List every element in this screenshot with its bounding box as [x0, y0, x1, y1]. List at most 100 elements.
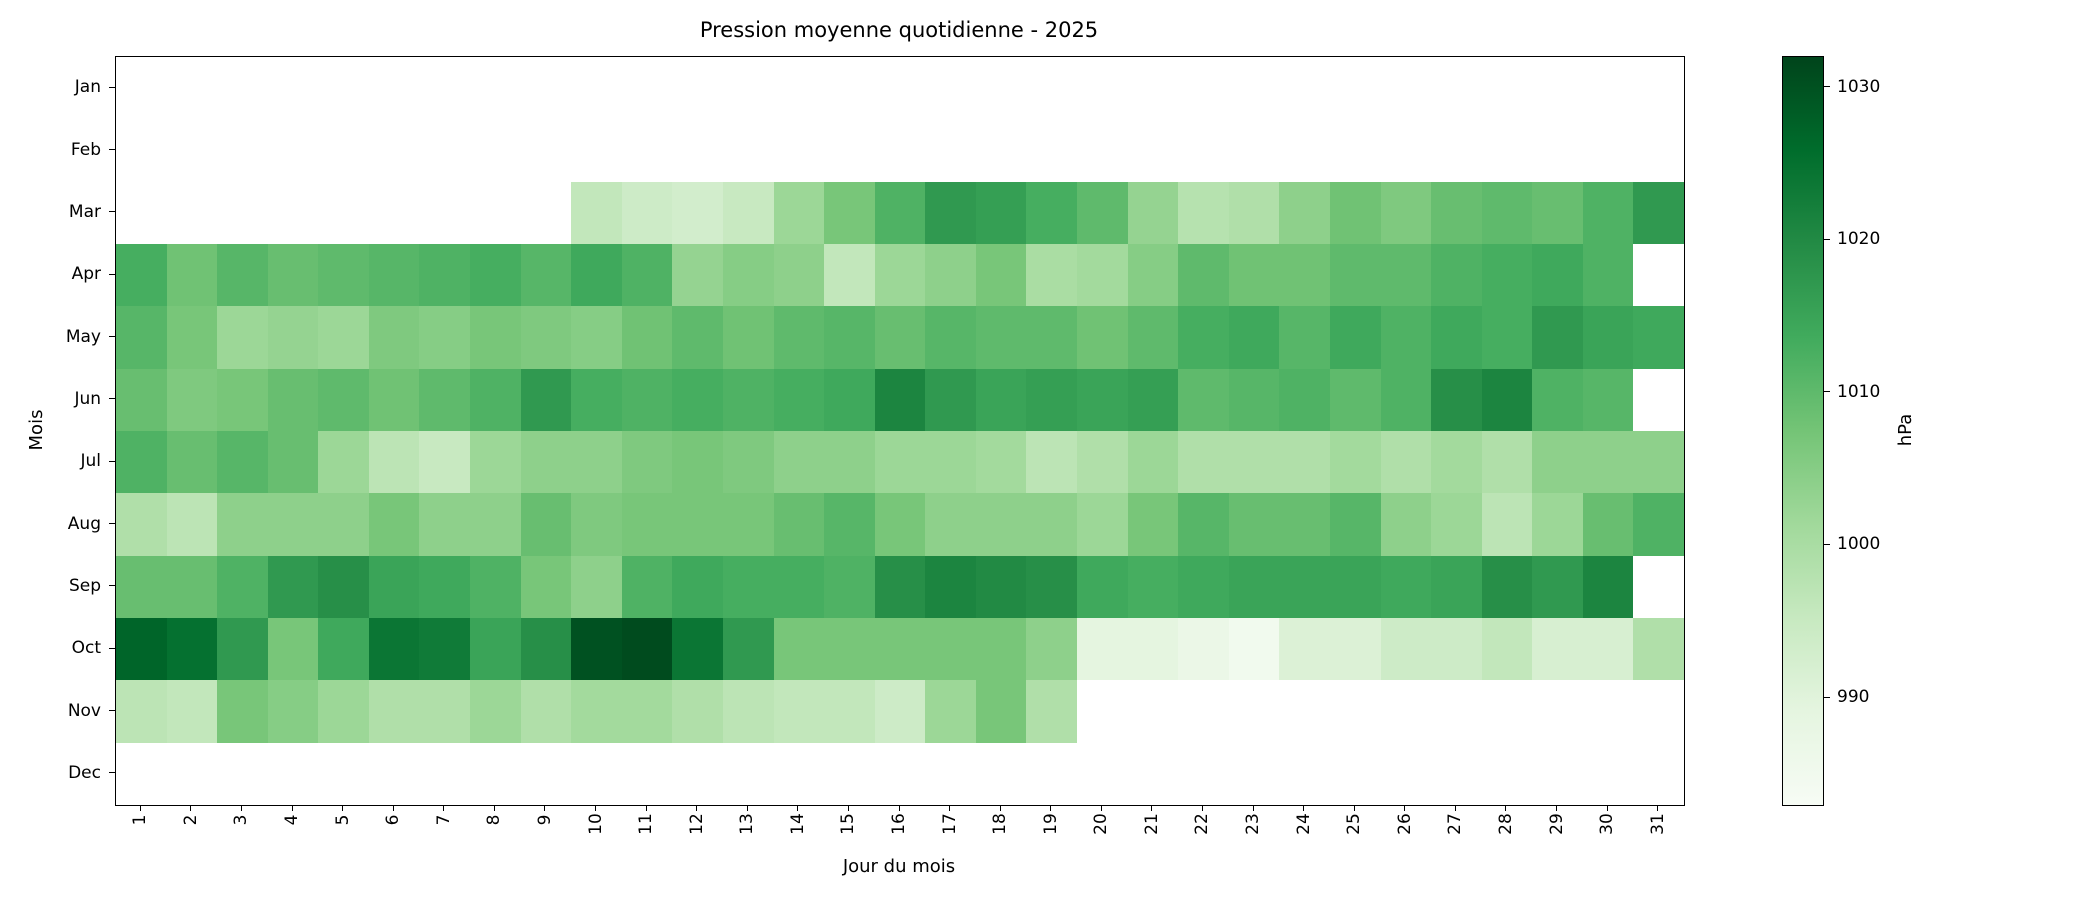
heatmap-cell — [166, 368, 218, 431]
heatmap-cell — [1279, 430, 1330, 494]
x-tick-mark — [544, 805, 546, 811]
heatmap-cell — [166, 617, 218, 681]
heatmap-cell — [318, 57, 369, 120]
colorbar-tick-mark — [1824, 238, 1830, 240]
x-tick-label: 23 — [1243, 813, 1264, 835]
heatmap-cell — [1279, 617, 1330, 681]
heatmap-cell — [1077, 617, 1128, 681]
heatmap-cell — [1026, 617, 1078, 681]
heatmap-cell — [1532, 555, 1583, 618]
x-tick-label: 14 — [787, 813, 808, 835]
heatmap-cell — [571, 742, 622, 805]
heatmap-cell — [470, 243, 521, 307]
heatmap-cell — [217, 57, 268, 120]
heatmap-cell — [1633, 243, 1684, 307]
heatmap-cell — [217, 181, 268, 244]
x-tick-label: 25 — [1344, 813, 1365, 835]
heatmap-cell — [217, 493, 268, 556]
y-tick-label: Apr — [71, 264, 101, 285]
heatmap-cell — [217, 680, 268, 743]
x-axis-label: Jour du mois — [842, 856, 956, 877]
x-tick-label: 4 — [282, 814, 303, 825]
x-tick-mark — [240, 805, 242, 811]
heatmap-cell — [318, 119, 369, 182]
y-tick-label: Jun — [74, 388, 101, 409]
heatmap-cell — [116, 306, 167, 369]
heatmap-cell — [925, 181, 976, 244]
heatmap-cell — [470, 617, 521, 681]
heatmap-cell — [368, 368, 420, 431]
heatmap-cell — [621, 57, 673, 120]
colorbar-tick-mark — [1824, 543, 1830, 545]
heatmap-cell — [116, 119, 167, 182]
x-tick-mark — [1505, 805, 1507, 811]
heatmap-cell — [1532, 306, 1583, 369]
heatmap-cell — [267, 306, 319, 369]
heatmap-cell — [1026, 555, 1078, 618]
heatmap-cell — [1431, 243, 1482, 307]
x-tick-label: 7 — [433, 814, 454, 825]
heatmap-cell — [1633, 430, 1684, 494]
x-tick-label: 19 — [1040, 813, 1061, 835]
heatmap-cell — [1633, 119, 1684, 182]
x-tick-label: 22 — [1192, 813, 1213, 835]
heatmap-cell — [1127, 368, 1179, 431]
heatmap-cell — [116, 368, 167, 431]
x-tick-mark — [1100, 805, 1102, 811]
heatmap-cell — [874, 617, 926, 681]
x-tick-label: 31 — [1647, 813, 1668, 835]
heatmap-cell — [722, 680, 774, 743]
heatmap-cell — [925, 243, 976, 307]
x-tick-mark — [190, 805, 192, 811]
heatmap-cell — [368, 306, 420, 369]
heatmap-cell — [419, 555, 471, 618]
heatmap-cell — [1481, 181, 1533, 244]
x-tick-mark — [847, 805, 849, 811]
heatmap-cell — [267, 555, 319, 618]
heatmap-cell — [672, 306, 723, 369]
x-tick-mark — [1404, 805, 1406, 811]
heatmap-cell — [975, 617, 1027, 681]
heatmap-cell — [975, 306, 1027, 369]
heatmap-cell — [672, 680, 723, 743]
heatmap-cell — [1178, 57, 1229, 120]
heatmap-cell — [1279, 493, 1330, 556]
heatmap-cell — [520, 57, 572, 120]
y-tick-label: May — [65, 326, 101, 347]
x-tick-mark — [999, 805, 1001, 811]
heatmap-cell — [773, 742, 825, 805]
heatmap-cell — [1178, 430, 1229, 494]
heatmap-cell — [1380, 368, 1432, 431]
heatmap-cell — [722, 306, 774, 369]
heatmap-cell — [419, 493, 471, 556]
heatmap-cell — [1026, 430, 1078, 494]
x-tick-label: 11 — [636, 813, 657, 835]
heatmap-cell — [1582, 555, 1634, 618]
y-tick-label: Aug — [67, 513, 101, 534]
heatmap-cell — [1077, 181, 1128, 244]
x-tick-label: 9 — [534, 814, 555, 825]
heatmap-cell — [1380, 617, 1432, 681]
heatmap-cell — [1228, 555, 1280, 618]
heatmap-cell — [773, 368, 825, 431]
heatmap-cell — [773, 119, 825, 182]
heatmap-cell — [520, 306, 572, 369]
heatmap-cell — [1026, 119, 1078, 182]
heatmap-cell — [318, 680, 369, 743]
colorbar-tick-mark — [1824, 86, 1830, 88]
heatmap-cell — [1127, 57, 1179, 120]
heatmap-cell — [1329, 57, 1381, 120]
x-tick-label: 20 — [1091, 813, 1112, 835]
heatmap-cell — [318, 742, 369, 805]
x-tick-label: 6 — [383, 814, 404, 825]
heatmap-cell — [267, 742, 319, 805]
heatmap-cell — [621, 555, 673, 618]
heatmap-cell — [1228, 430, 1280, 494]
heatmap-cell — [571, 119, 622, 182]
heatmap-cell — [520, 555, 572, 618]
heatmap-cell — [1633, 680, 1684, 743]
heatmap-cell — [520, 493, 572, 556]
heatmap-cell — [1582, 430, 1634, 494]
heatmap-cell — [470, 742, 521, 805]
heatmap-cell — [267, 493, 319, 556]
